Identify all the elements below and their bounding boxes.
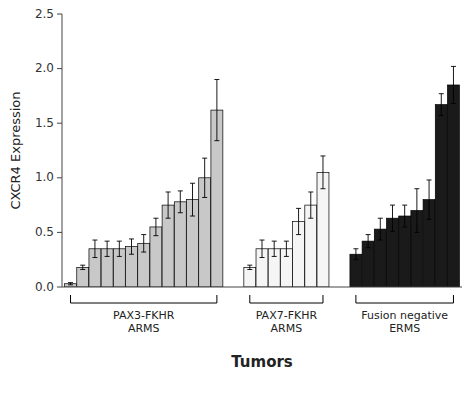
error-bar (105, 241, 110, 256)
x-axis-label: Tumors (231, 353, 293, 371)
x-axis-line (62, 287, 462, 288)
error-bar (390, 205, 395, 231)
y-axis: 0.0 0.5 1.0 1.5 2.0 2.5 (35, 7, 62, 294)
error-bar (427, 180, 432, 219)
error-bar (190, 183, 195, 216)
group-label: Fusion negativeERMS (361, 309, 448, 335)
error-bar (320, 156, 325, 189)
error-bar (247, 265, 252, 269)
error-bar (414, 189, 419, 233)
error-bar (166, 192, 171, 218)
group-label-line: ARMS (128, 322, 160, 335)
error-bar (68, 283, 73, 285)
group-label: PAX7-FKHRARMS (256, 309, 318, 335)
bar (174, 202, 186, 287)
y-tick (57, 232, 62, 233)
group-label-line: PAX7-FKHR (256, 309, 318, 322)
y-axis-line (62, 14, 63, 287)
error-bar (272, 241, 277, 256)
y-tick-label: 0.0 (35, 280, 54, 294)
error-bar (178, 191, 183, 213)
y-axis-label: CXCR4 Expression (8, 91, 23, 209)
error-bar (451, 66, 456, 103)
error-bar (284, 241, 289, 256)
bar (317, 172, 329, 287)
error-bar (366, 235, 371, 248)
bar (447, 85, 459, 287)
group-label: PAX3-FKHRARMS (113, 309, 175, 335)
error-bar (153, 218, 158, 235)
plot-area (65, 66, 460, 287)
y-tick-label: 1.0 (35, 170, 54, 184)
y-tick (57, 68, 62, 69)
group-label-line: Fusion negative (361, 309, 448, 322)
group-label-line: PAX3-FKHR (113, 309, 175, 322)
bar (77, 267, 89, 287)
bar (435, 105, 447, 287)
y-tick-label: 1.5 (35, 116, 54, 130)
error-bar (80, 265, 85, 269)
error-bar (353, 249, 358, 260)
error-bar (308, 192, 313, 218)
bar (244, 267, 256, 287)
error-bar (129, 239, 134, 254)
group-bracket (71, 295, 217, 303)
error-bar (296, 208, 301, 234)
y-tick (57, 123, 62, 124)
error-bar (439, 94, 444, 116)
group-label-line: ARMS (271, 322, 303, 335)
error-bar (202, 158, 207, 197)
y-tick (57, 177, 62, 178)
group-bracket (356, 295, 454, 303)
y-tick-label: 0.5 (35, 225, 54, 239)
group-bracket (250, 295, 323, 303)
y-tick (57, 287, 62, 288)
error-bar (402, 205, 407, 227)
y-tick-label: 2.0 (35, 61, 54, 75)
error-bar (92, 240, 97, 257)
error-bar (117, 241, 122, 256)
y-tick-label: 2.5 (35, 7, 54, 21)
error-bar (260, 240, 265, 257)
error-bar (141, 235, 146, 252)
error-bar (378, 218, 383, 240)
group-label-line: ERMS (389, 322, 420, 335)
error-bar (214, 80, 219, 141)
y-tick (57, 14, 62, 15)
chart: 0.0 0.5 1.0 1.5 2.0 2.5 CXCR4 Expression PAX3-F… (0, 0, 474, 405)
